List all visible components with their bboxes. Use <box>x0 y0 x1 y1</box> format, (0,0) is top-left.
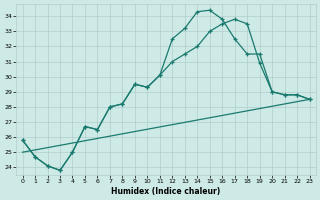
X-axis label: Humidex (Indice chaleur): Humidex (Indice chaleur) <box>111 187 221 196</box>
